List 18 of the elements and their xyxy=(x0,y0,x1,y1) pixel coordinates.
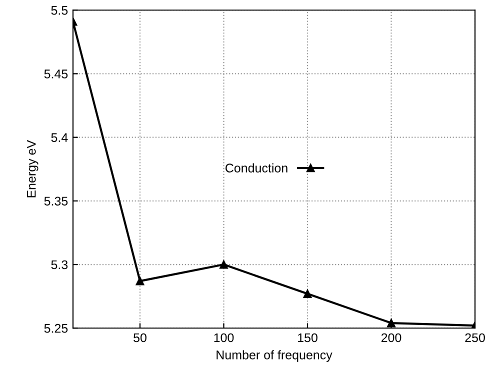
point xyxy=(387,318,396,328)
y-tick-label: 5.35 xyxy=(44,196,68,206)
point xyxy=(136,276,144,286)
y-axis-title: Energy eV xyxy=(27,140,38,198)
point xyxy=(220,260,228,269)
x-tick-label: 100 xyxy=(214,333,234,342)
x-tick-label: 200 xyxy=(381,333,402,342)
y-tick-label: 5.3 xyxy=(51,260,68,270)
x-axis-title: Number of frequency xyxy=(216,350,332,362)
y-tick-label: 5.45 xyxy=(44,70,68,78)
x-tick-label: 150 xyxy=(298,333,318,342)
y-tick-label: 5.5 xyxy=(51,6,68,15)
x-tick-label: 250 xyxy=(465,333,485,342)
y-tick-label: 5.4 xyxy=(51,133,68,142)
y-tick-label: 5.25 xyxy=(44,324,68,333)
legend-label: Conduction xyxy=(226,163,288,172)
x-tick-label: 50 xyxy=(134,333,146,342)
point xyxy=(303,290,312,298)
